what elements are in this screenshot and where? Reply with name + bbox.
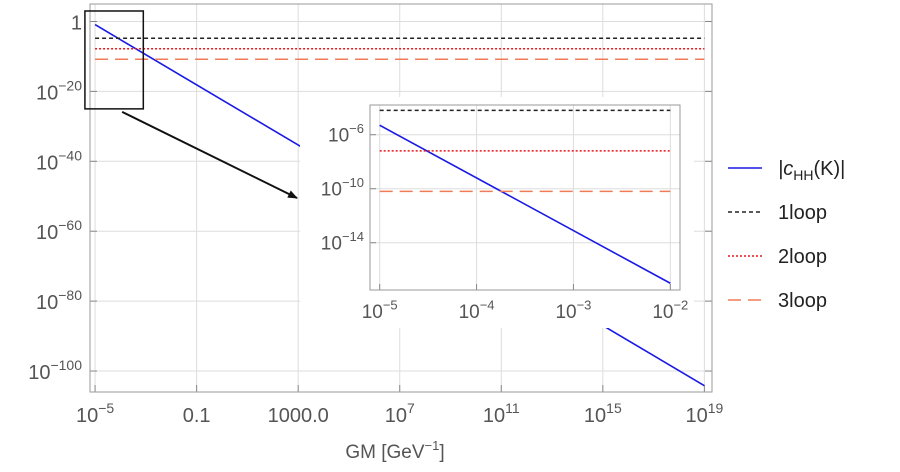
y-tick-label-exponent: −20 — [58, 77, 82, 93]
inset-y-tick-label-base: 10 — [321, 180, 342, 201]
y-tick-label-exponent: −80 — [58, 287, 82, 303]
inset-x-tick-label-base: 10 — [459, 302, 480, 323]
y-tick-label-base: 10 — [36, 82, 58, 104]
legend-label-tail: (K)| — [813, 158, 845, 180]
inset-y-tick-label-base: 10 — [321, 234, 342, 255]
legend-label-main: |c — [778, 158, 793, 180]
y-tick-label-exponent: −100 — [50, 357, 82, 373]
inset-y-tick-label-exponent: −14 — [342, 229, 364, 244]
y-tick-label-base: 10 — [36, 152, 58, 174]
inset-x-tick-label-base: 10 — [362, 302, 383, 323]
inset-x-tick-label-exponent: −5 — [383, 297, 398, 312]
inset-x-tick-label: 10−4 — [459, 297, 495, 323]
x-tick-label-exponent: −5 — [98, 400, 114, 416]
x-tick-label: 107 — [385, 400, 415, 427]
x-tick-label: 1015 — [584, 400, 622, 427]
x-tick-label-base: 10 — [483, 405, 505, 427]
x-tick-label-exponent: 15 — [606, 400, 622, 416]
y-tick-label-exponent: −60 — [58, 217, 82, 233]
legend-label-main: 3loop — [778, 290, 827, 312]
inset-x-tick-label-base: 10 — [555, 302, 576, 323]
inset-x-tick-label-exponent: −2 — [673, 297, 688, 312]
legend-label: 2loop — [778, 246, 827, 268]
x-axis-title: GM [GeV−1] — [345, 438, 444, 463]
legend-label: 1loop — [778, 202, 827, 224]
x-tick-label-base: 10 — [685, 405, 707, 427]
inset-x-tick-label-exponent: −3 — [577, 297, 592, 312]
x-tick-label-exponent: 19 — [708, 400, 724, 416]
x-tick-label: 1011 — [483, 400, 520, 427]
legend: |cHH(K)| 1loop 2loop 3loop — [728, 158, 845, 312]
inset-frame — [369, 104, 681, 291]
x-tick-label-exponent: 11 — [505, 400, 520, 416]
x-tick-label: 1000.0 — [268, 405, 329, 427]
legend-label-main: 1loop — [778, 202, 827, 224]
inset-y-tick-label-base: 10 — [328, 126, 349, 147]
inset-y-tick-label: 10−6 — [328, 121, 364, 147]
x-tick-label-base: 10 — [584, 405, 606, 427]
legend-label: 3loop — [778, 290, 827, 312]
legend-label-main: 2loop — [778, 246, 827, 268]
x-tick-label: 0.1 — [183, 405, 211, 427]
zoom-box — [84, 10, 145, 110]
inset-x-tick-label-exponent: −4 — [480, 297, 495, 312]
legend-label: |cHH(K)| — [778, 158, 845, 183]
x-tick-label: 10−5 — [76, 400, 114, 427]
inset-y-tick-label: 10−14 — [321, 229, 364, 255]
inset-x-tick-label-base: 10 — [652, 302, 673, 323]
inset-x-tick-label: 10−5 — [362, 297, 398, 323]
x-tick-label: 1019 — [685, 400, 723, 427]
y-tick-label: 10−60 — [36, 217, 82, 244]
inset-y-tick-label: 10−10 — [321, 175, 364, 201]
x-tick-label-base: 10 — [385, 405, 407, 427]
y-tick-label: 1 — [71, 12, 82, 34]
zoom-arrow — [121, 110, 298, 199]
inset-x-tick-label: 10−3 — [555, 297, 591, 323]
y-tick-label-base: 10 — [36, 292, 58, 314]
inset-series-group — [379, 109, 671, 284]
y-tick-label: 10−100 — [28, 357, 82, 384]
legend-label-subscript: HH — [793, 167, 813, 183]
y-tick-label-base: 10 — [36, 222, 58, 244]
x-tick-label-base: 10 — [76, 405, 98, 427]
y-tick-label-exponent: −40 — [58, 147, 82, 163]
x-tick-label-exponent: 7 — [407, 400, 415, 416]
y-tick-label: 10−80 — [36, 287, 82, 314]
inset-y-tick-label-exponent: −10 — [342, 175, 364, 190]
y-tick-label: 10−40 — [36, 147, 82, 174]
y-tick-label-base: 10 — [28, 362, 50, 384]
y-tick-label: 10−20 — [36, 77, 82, 104]
inset-y-tick-label-exponent: −6 — [349, 121, 364, 136]
plot-frame — [89, 3, 713, 393]
inset-x-tick-label: 10−2 — [652, 297, 688, 323]
